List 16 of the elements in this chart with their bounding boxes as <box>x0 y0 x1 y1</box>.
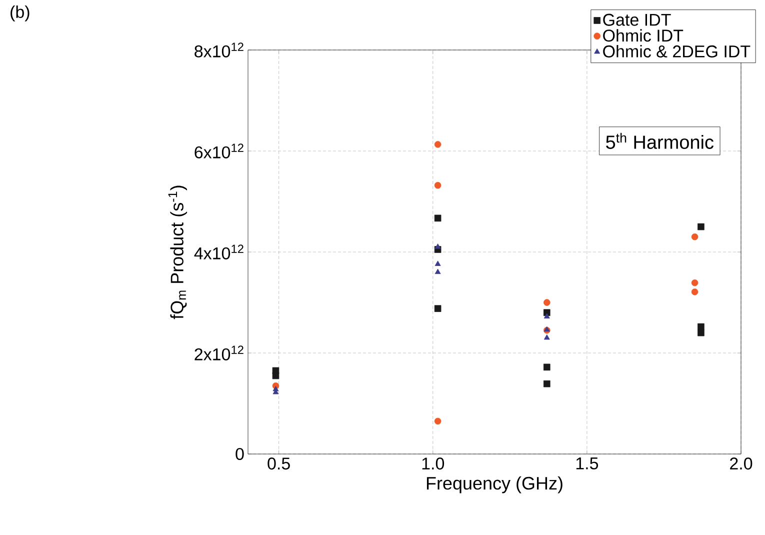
legend-label: Ohmic & 2DEG IDT <box>603 44 750 58</box>
annotation: 5$^{th}$ Harmonic <box>606 132 714 149</box>
y-axis-title: fQ$_{m}$ Product (s$^{-1}$) <box>168 186 188 320</box>
y-tick-label: 0 <box>236 448 244 460</box>
legend-label: Gate IDT <box>603 14 671 26</box>
y-tick-label: 6x10$^{12}$ <box>194 144 244 158</box>
text: (b) <box>10 6 30 22</box>
x-axis-title: Frequency (GHz) <box>426 476 562 494</box>
x-tick-label: 0.5 <box>268 458 290 470</box>
x-tick-label: 2.0 <box>730 458 752 470</box>
x-tick-label: 1.0 <box>422 458 444 470</box>
x-tick-label: 1.5 <box>576 458 598 470</box>
y-tick-label: 2x10$^{12}$ <box>194 346 244 360</box>
y-tick-label: 8x10$^{12}$ <box>194 42 244 58</box>
y-tick-label: 4x10$^{12}$ <box>194 244 244 260</box>
legend-label: Ohmic IDT <box>603 29 684 42</box>
